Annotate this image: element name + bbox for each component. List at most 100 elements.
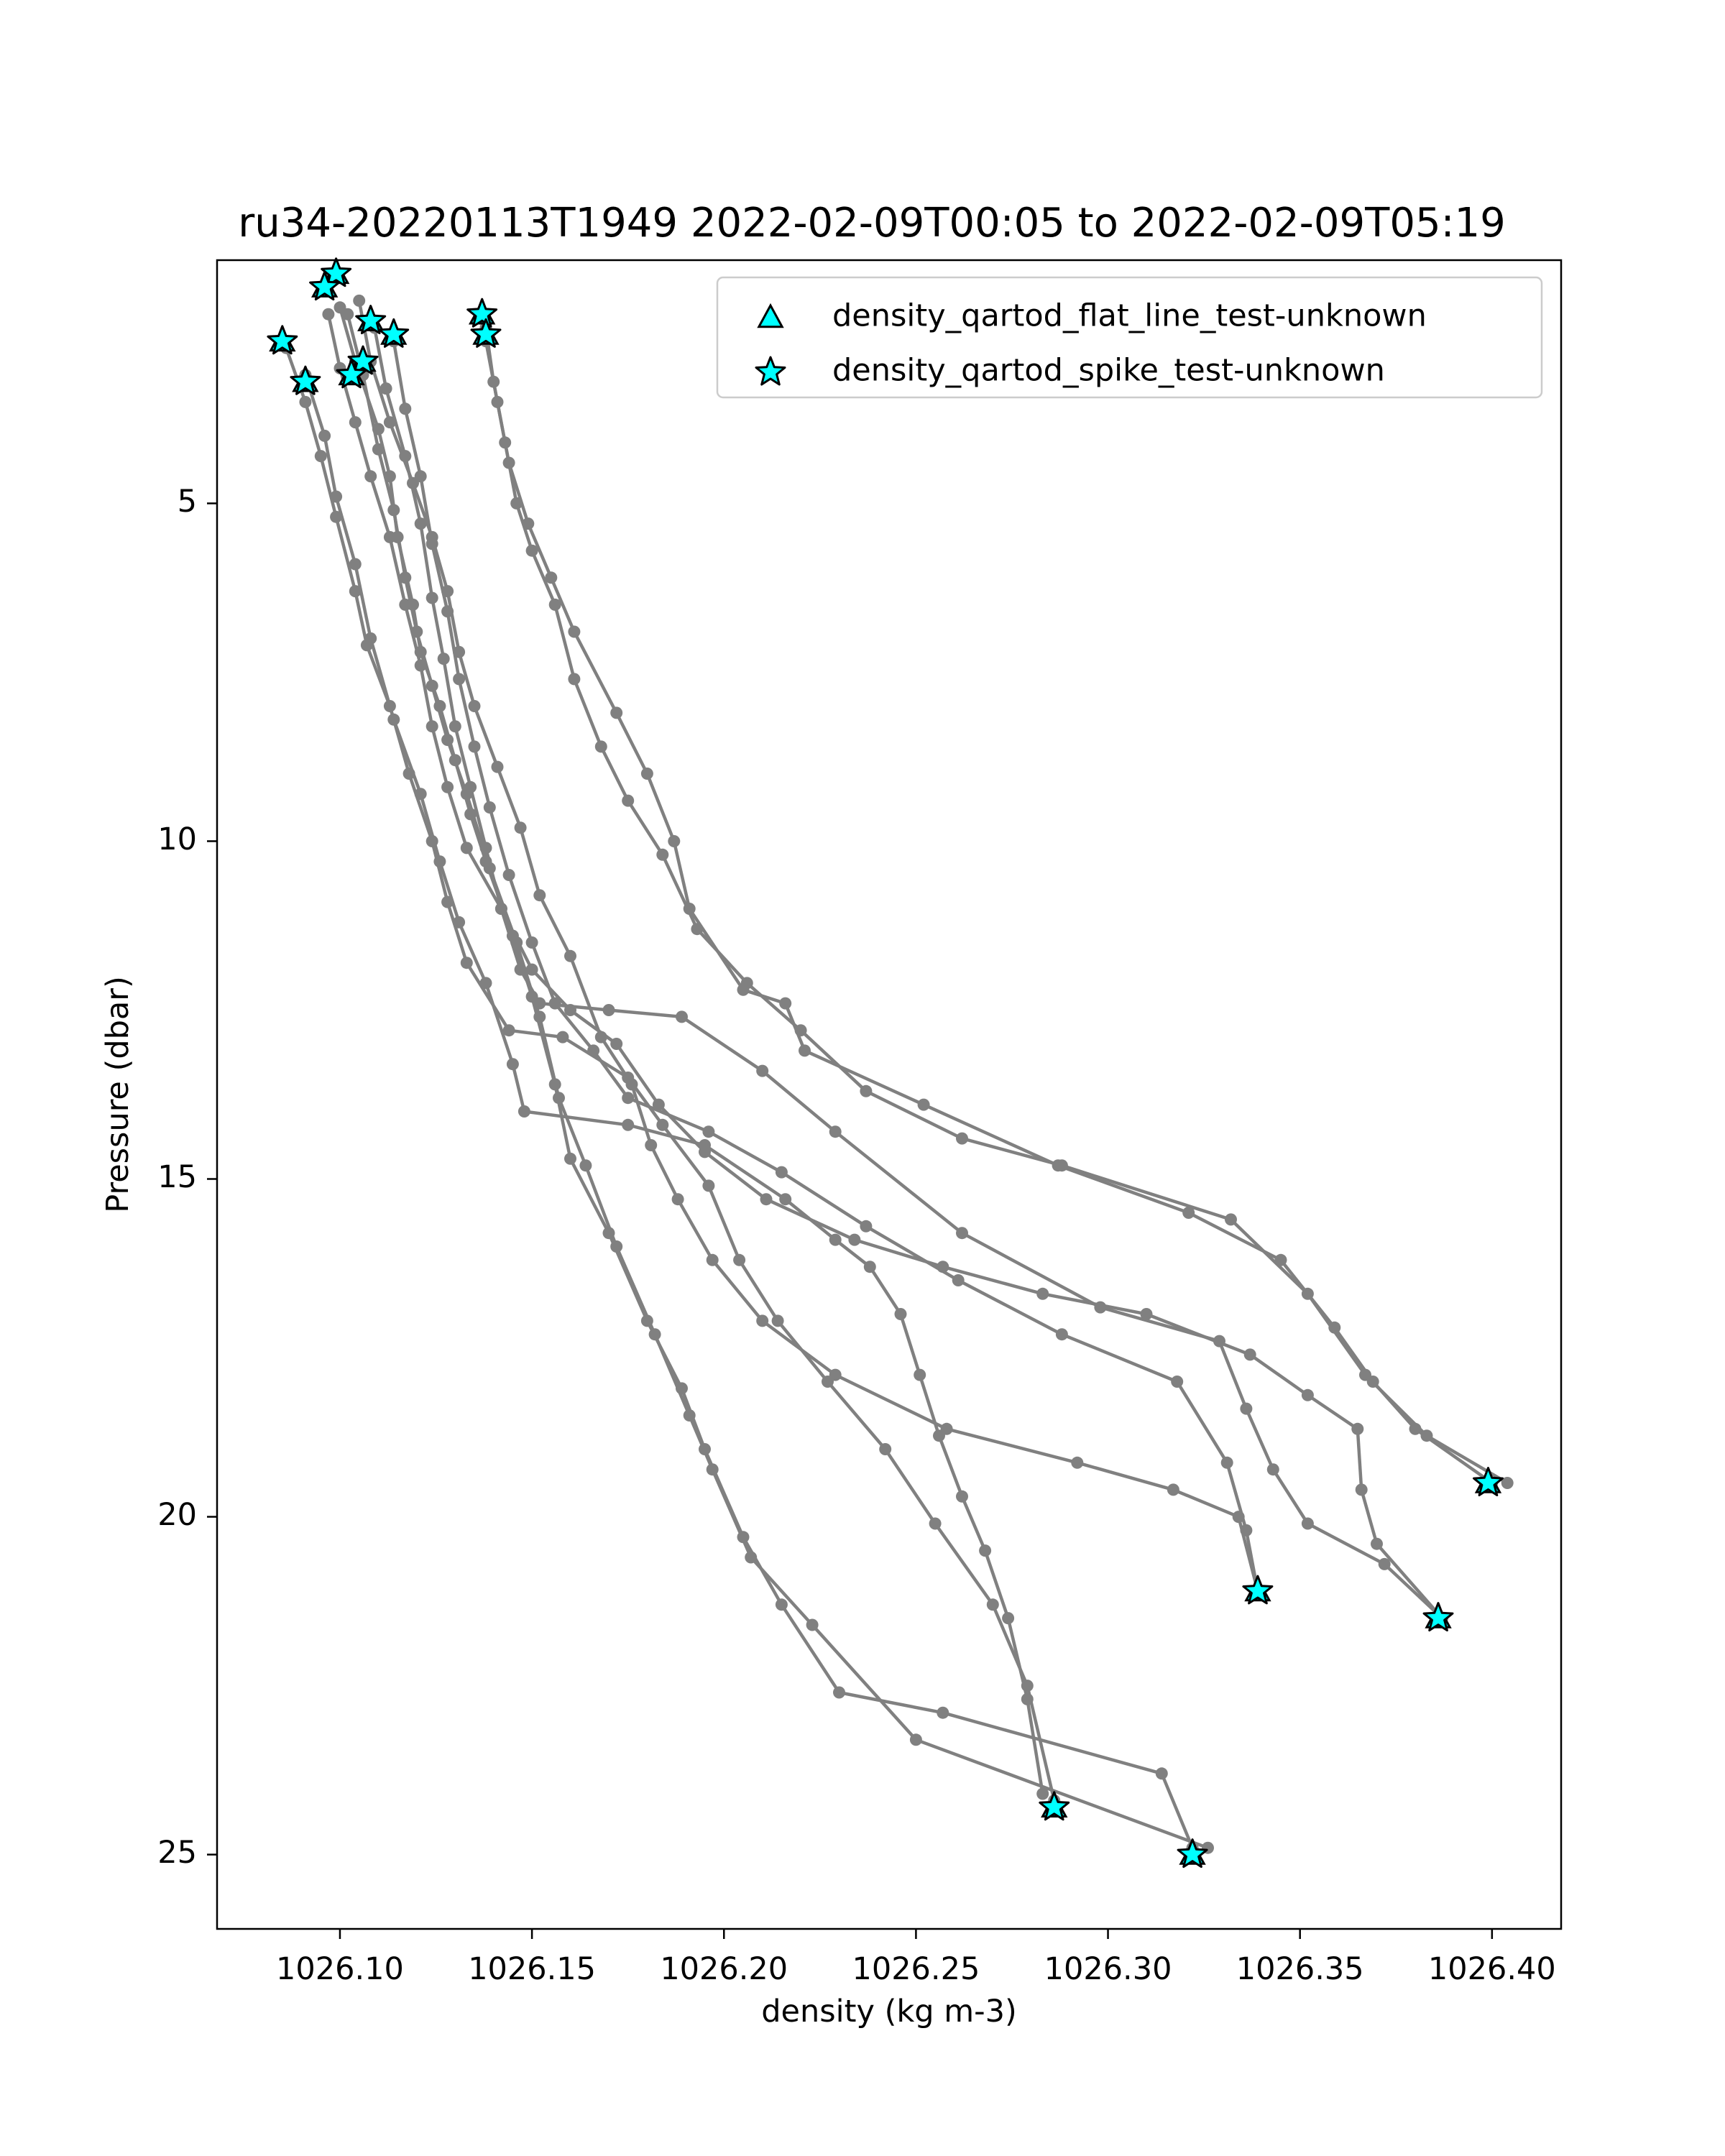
profile-point <box>860 1084 873 1097</box>
profile-point <box>564 949 576 962</box>
spike-flag-marker <box>290 365 321 395</box>
profile-point <box>1266 1463 1279 1476</box>
x-tick-label: 1026.10 <box>276 1951 404 1987</box>
profile-point <box>829 1233 842 1246</box>
profile-point <box>625 1078 638 1091</box>
profile-point <box>426 679 438 692</box>
profile-point <box>937 1706 949 1719</box>
profile-point <box>426 720 438 733</box>
profile-point <box>330 510 343 523</box>
profile-point <box>349 416 362 429</box>
profile-point <box>1351 1422 1364 1435</box>
profile-point <box>937 1261 949 1273</box>
profile-point <box>602 1004 615 1016</box>
profile-point <box>414 659 427 672</box>
profile-point <box>414 517 427 530</box>
profile-point <box>645 1139 658 1151</box>
legend-star-marker <box>755 356 786 386</box>
profile-point <box>433 855 446 868</box>
profile-10 <box>322 308 1448 1625</box>
profile-point <box>829 1368 842 1381</box>
profile-point <box>364 632 377 645</box>
profile-point <box>518 1105 530 1118</box>
profile-line <box>392 341 1260 1592</box>
profile-point <box>353 294 366 307</box>
profile-point <box>848 1233 861 1246</box>
profile-point <box>383 530 396 543</box>
profile-point <box>341 308 354 321</box>
spike-flag-marker <box>355 305 387 335</box>
profile-point <box>441 585 454 598</box>
profile-point <box>683 903 696 915</box>
profile-point <box>979 1544 992 1557</box>
profile-point <box>399 598 412 611</box>
profile-point <box>706 1253 719 1266</box>
profile-point <box>1052 1159 1064 1172</box>
profile-point <box>956 1490 968 1503</box>
profile-point <box>779 1193 792 1206</box>
spike-flag-marker <box>1177 1838 1208 1869</box>
profile-point <box>610 1038 623 1050</box>
profile-point <box>622 794 635 807</box>
profile-point <box>594 740 607 753</box>
profile-point <box>587 1044 600 1057</box>
profile-point <box>1232 1511 1245 1524</box>
profile-point <box>579 1159 592 1172</box>
profile-point <box>1055 1328 1068 1341</box>
x-tick-label: 1026.15 <box>468 1951 596 1987</box>
spike-flag-marker <box>466 298 498 328</box>
profile-point <box>564 1152 576 1165</box>
profile-point <box>1225 1213 1237 1226</box>
profile-point <box>952 1274 965 1286</box>
profile-point <box>494 903 507 915</box>
spike-flag-marker <box>336 359 367 389</box>
profile-point <box>706 1463 719 1476</box>
x-tick-label: 1026.30 <box>1044 1951 1172 1987</box>
profile-point <box>833 1686 845 1699</box>
profile-point <box>1071 1456 1084 1469</box>
profile-point <box>568 673 581 686</box>
spike-flag-marker <box>267 325 298 355</box>
profile-point <box>940 1422 953 1435</box>
profile-point <box>460 842 473 854</box>
profile-point <box>479 842 492 854</box>
profile-point <box>502 1024 515 1037</box>
profile-point <box>468 700 481 712</box>
profile-point <box>502 456 515 469</box>
profile-point <box>760 1193 773 1206</box>
profile-point <box>668 835 681 847</box>
profile-point <box>860 1220 873 1233</box>
profile-point <box>863 1261 876 1273</box>
profile-line <box>346 313 1209 1850</box>
profile-point <box>380 382 392 395</box>
profile-point <box>652 1098 665 1111</box>
profile-point <box>656 1118 669 1131</box>
profile-point <box>756 1314 769 1327</box>
profile-point <box>756 1064 769 1077</box>
legend-triangle-marker <box>757 303 784 328</box>
profile-point <box>1036 1787 1049 1800</box>
profile-point <box>1378 1557 1391 1570</box>
profile-point <box>299 395 312 408</box>
profile-point <box>622 1118 635 1131</box>
profile-point <box>648 1328 661 1341</box>
profile-point <box>894 1308 907 1320</box>
profile-point <box>702 1179 715 1192</box>
x-tick-label: 1026.35 <box>1236 1951 1364 1987</box>
profile-point <box>483 801 496 814</box>
profile-point <box>453 645 466 658</box>
profile-point <box>1301 1388 1314 1401</box>
profile-point <box>1355 1483 1368 1496</box>
profile-point <box>399 402 412 415</box>
profile-point <box>545 571 558 584</box>
profile-point <box>460 957 473 969</box>
spike-flag-marker <box>378 318 410 348</box>
profile-point <box>640 768 653 780</box>
profile-point <box>1171 1376 1184 1388</box>
x-axis-label: density (kg m-3) <box>761 1994 1017 2030</box>
profile-point <box>426 591 438 604</box>
profile-point <box>533 889 546 902</box>
profile-point <box>1155 1767 1168 1780</box>
profile-point <box>525 963 538 976</box>
profile-point <box>514 963 527 976</box>
